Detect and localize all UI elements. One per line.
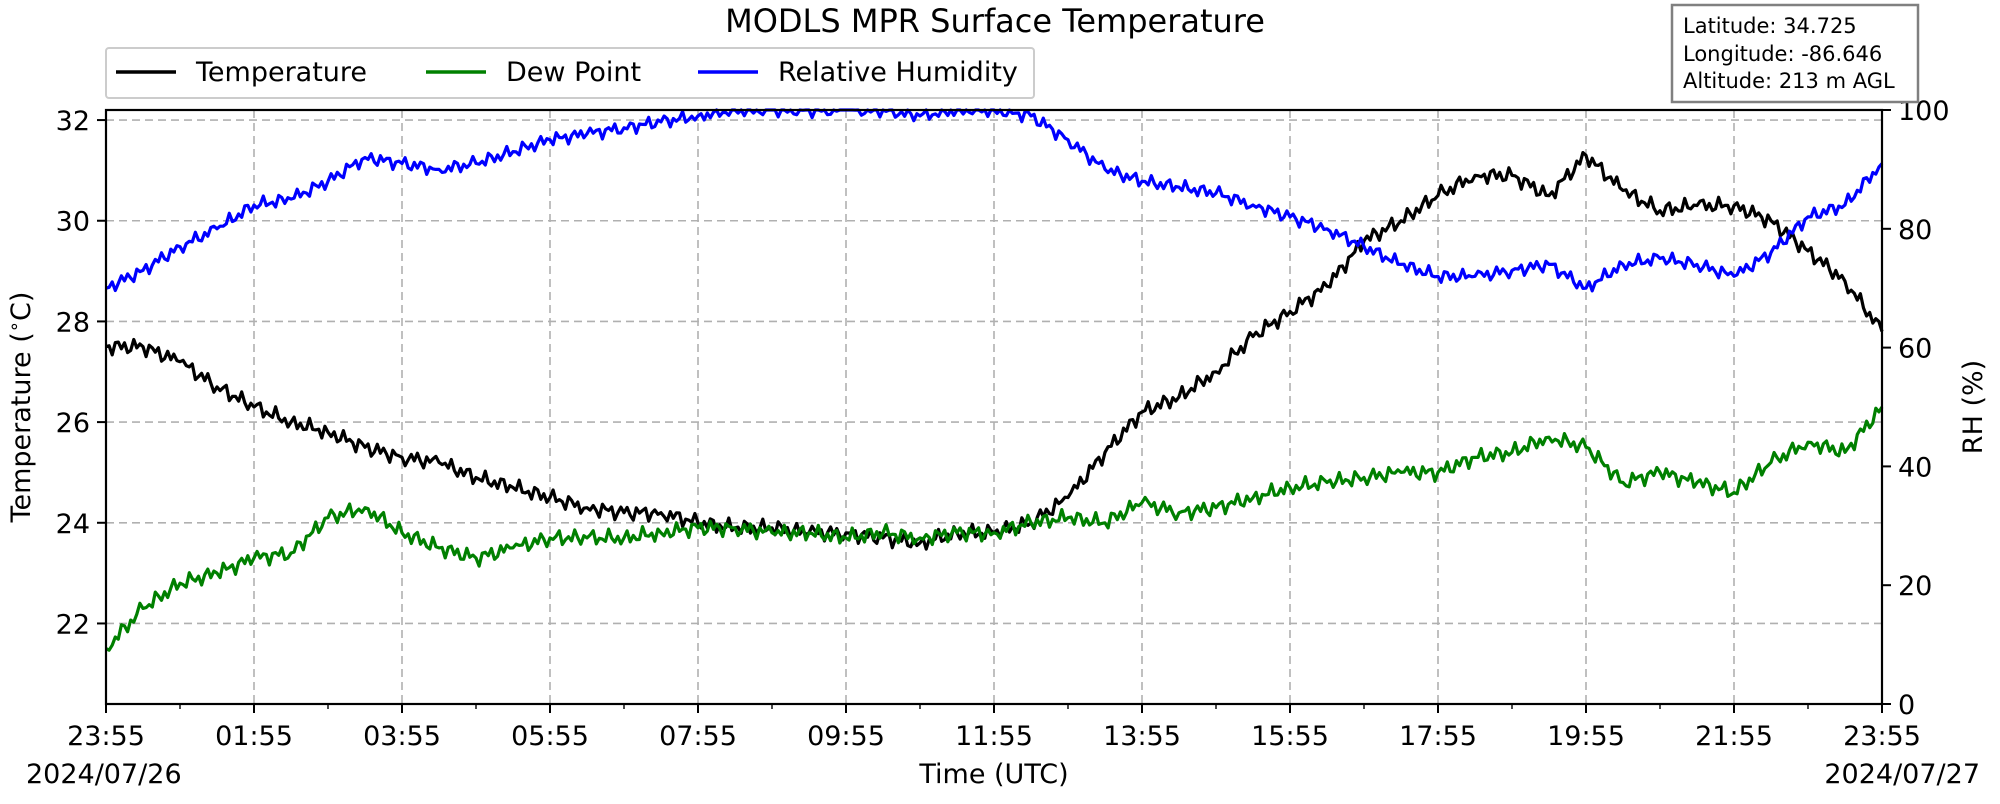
x-tick-label: 15:55: [1251, 721, 1329, 752]
y-tick-label: 22: [56, 609, 90, 640]
y-tick-label: 24: [56, 509, 90, 540]
y2-tick-label: 40: [1898, 452, 1932, 483]
y-axis-ticks: 22 24 26 28 30 32: [56, 106, 106, 640]
legend-label-temperature: Temperature: [195, 57, 367, 88]
y-tick-label: 26: [56, 408, 90, 439]
x-axis-label: Time (UTC): [918, 759, 1068, 790]
y-tick-label: 28: [56, 307, 90, 338]
grid-lines: [106, 110, 1882, 704]
x-tick-label: 23:55: [1843, 721, 1921, 752]
x-tick-label: 19:55: [1547, 721, 1625, 752]
x-tick-label: 01:55: [215, 721, 293, 752]
degree-symbol: ∘: [4, 321, 25, 332]
x-axis-ticks: 23:55 01:55 03:55 05:55 07:55 09:55 11:55 13:55…: [67, 704, 1921, 752]
legend-label-dew-point: Dew Point: [506, 57, 641, 88]
x-tick-label: 23:55: [67, 721, 145, 752]
y2-tick-label: 20: [1898, 571, 1932, 602]
plot-frame: [104, 108, 1884, 706]
y-axis-label-unit: C): [6, 292, 37, 321]
info-altitude: Altitude: 213 m AGL: [1683, 69, 1895, 93]
y2-tick-label: 60: [1898, 334, 1932, 365]
series-line-dew-point: [105, 406, 1884, 652]
legend-label-relative-humidity: Relative Humidity: [778, 57, 1018, 88]
legend: Temperature Dew Point Relative Humidity: [105, 47, 1035, 99]
y-tick-label: 32: [56, 106, 90, 137]
info-latitude: Latitude: 34.725: [1683, 14, 1857, 38]
x-tick-label: 05:55: [511, 721, 589, 752]
date-start-label: 2024/07/26: [26, 759, 182, 790]
y2-tick-label: 0: [1898, 690, 1915, 721]
date-end-label: 2024/07/27: [1824, 759, 1980, 790]
chart-title: MODLS MPR Surface Temperature: [725, 2, 1265, 40]
info-box-frame: [1670, 3, 1920, 104]
y2-tick-label: 80: [1898, 215, 1932, 246]
y-axis-label-text: Temperature (: [6, 332, 37, 523]
x-tick-label: 03:55: [363, 721, 441, 752]
x-tick-label: 07:55: [659, 721, 737, 752]
y-axis-label: Temperature (∘C): [4, 292, 37, 524]
y2-axis-label: RH (%): [1958, 360, 1989, 454]
y-tick-label: 30: [56, 207, 90, 238]
location-info-box: Latitude: 34.725 Longitude: -86.646 Alti…: [1670, 3, 1920, 104]
x-tick-label: 09:55: [807, 721, 885, 752]
x-tick-label: 13:55: [1103, 721, 1181, 752]
x-tick-label: 17:55: [1399, 721, 1477, 752]
x-tick-label: 11:55: [955, 721, 1033, 752]
x-tick-label: 21:55: [1695, 721, 1773, 752]
legend-box: [105, 47, 1035, 99]
info-longitude: Longitude: -86.646: [1683, 42, 1882, 66]
